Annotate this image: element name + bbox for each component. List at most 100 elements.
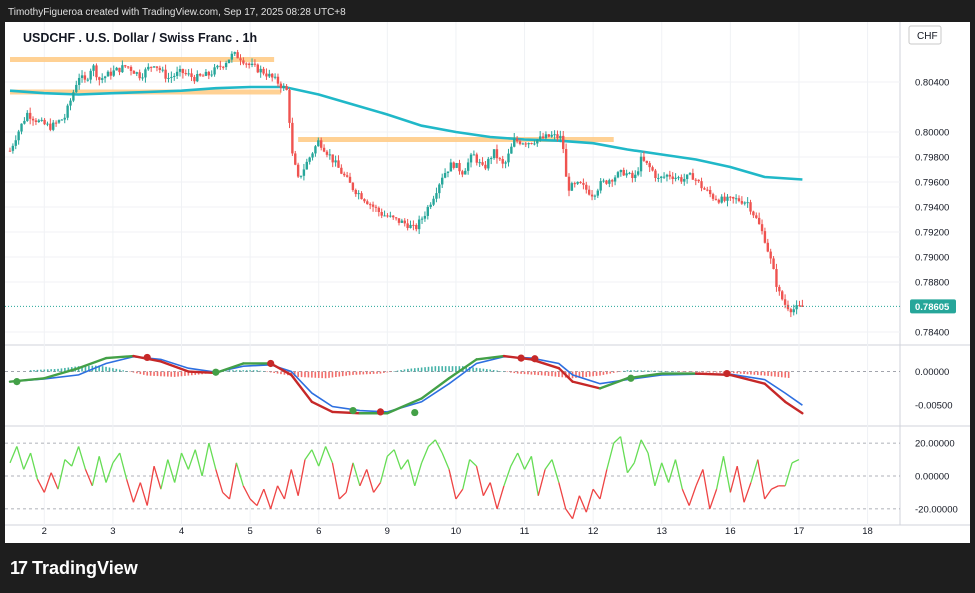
macd-line-segment[interactable] [557, 366, 574, 383]
candle-body[interactable] [371, 204, 375, 207]
candle-body[interactable] [732, 197, 735, 199]
candle-body[interactable] [400, 220, 404, 223]
osc-line-segment[interactable] [489, 482, 498, 510]
candle-body[interactable] [717, 199, 721, 203]
candle-body[interactable] [443, 173, 447, 178]
candle-body[interactable] [573, 183, 576, 185]
candle-body[interactable] [360, 193, 363, 200]
candle-body[interactable] [394, 217, 398, 219]
candle-body[interactable] [429, 204, 432, 207]
candle-body[interactable] [345, 175, 349, 177]
osc-line-segment[interactable] [187, 449, 196, 470]
osc-line-segment[interactable] [318, 446, 327, 467]
candle-body[interactable] [694, 179, 697, 181]
candle-body[interactable] [83, 75, 87, 80]
candle-body[interactable] [40, 119, 43, 121]
candle-body[interactable] [544, 134, 548, 139]
candle-body[interactable] [152, 66, 156, 68]
candle-body[interactable] [331, 154, 334, 163]
candle-body[interactable] [8, 150, 12, 152]
macd-line-segment[interactable] [386, 397, 423, 415]
candle-body[interactable] [144, 69, 147, 78]
macd-line-segment[interactable] [598, 377, 629, 390]
osc-line-segment[interactable] [633, 439, 642, 464]
candle-body[interactable] [190, 73, 193, 77]
candle-body[interactable] [124, 65, 127, 67]
candle-body[interactable] [115, 67, 118, 71]
candle-body[interactable] [57, 120, 61, 123]
osc-line-segment[interactable] [592, 488, 601, 500]
osc-line-segment[interactable] [674, 459, 683, 490]
candle-body[interactable] [43, 119, 46, 125]
candle-body[interactable] [256, 64, 259, 73]
candle-body[interactable] [366, 201, 369, 205]
candle-body[interactable] [700, 181, 703, 189]
candle-body[interactable] [167, 77, 170, 79]
candle-body[interactable] [210, 74, 213, 76]
candle-body[interactable] [798, 305, 801, 307]
candle-body[interactable] [216, 65, 219, 68]
candle-body[interactable] [247, 63, 251, 65]
candle-body[interactable] [106, 71, 110, 77]
macd-cross-marker[interactable] [212, 368, 220, 376]
candle-body[interactable] [77, 77, 81, 85]
osc-line-segment[interactable] [77, 446, 87, 470]
candle-body[interactable] [319, 140, 323, 148]
candle-body[interactable] [455, 163, 458, 168]
candle-body[interactable] [642, 156, 646, 161]
candle-body[interactable] [536, 139, 539, 144]
candle-body[interactable] [688, 173, 692, 175]
osc-line-segment[interactable] [654, 462, 663, 487]
candle-body[interactable] [645, 160, 648, 164]
candle-body[interactable] [72, 92, 75, 101]
macd-line-segment[interactable] [729, 373, 766, 385]
candle-body[interactable] [245, 63, 248, 65]
candle-body[interactable] [778, 286, 781, 292]
osc-line-segment[interactable] [496, 485, 505, 510]
candle-body[interactable] [513, 138, 516, 147]
candle-body[interactable] [789, 309, 793, 313]
candle-body[interactable] [222, 66, 225, 68]
candle-body[interactable] [755, 215, 758, 218]
candle-body[interactable] [415, 225, 418, 230]
candle-body[interactable] [622, 169, 625, 176]
osc-line-segment[interactable] [729, 465, 738, 493]
candle-body[interactable] [207, 71, 211, 76]
osc-line-segment[interactable] [393, 449, 402, 470]
candle-body[interactable] [683, 179, 686, 182]
osc-line-segment[interactable] [290, 469, 299, 496]
candle-body[interactable] [772, 258, 775, 270]
candle-body[interactable] [631, 172, 634, 179]
candle-body[interactable] [354, 189, 357, 195]
candle-body[interactable] [533, 143, 536, 145]
osc-line-segment[interactable] [455, 488, 464, 500]
candle-body[interactable] [550, 134, 553, 137]
candle-body[interactable] [475, 154, 478, 163]
osc-line-segment[interactable] [57, 459, 66, 490]
candle-body[interactable] [677, 177, 680, 179]
candle-body[interactable] [213, 67, 216, 75]
candle-body[interactable] [193, 76, 196, 82]
candle-body[interactable] [126, 66, 130, 68]
macd-line-segment[interactable] [784, 400, 804, 415]
candle-body[interactable] [69, 100, 72, 106]
candle-body[interactable] [132, 70, 136, 74]
candle-body[interactable] [714, 198, 718, 200]
brand-footer[interactable]: 17 TradingView [10, 558, 138, 579]
candle-body[interactable] [135, 72, 138, 74]
candle-body[interactable] [340, 167, 343, 174]
osc-line-segment[interactable] [750, 459, 759, 483]
osc-line-segment[interactable] [386, 449, 395, 457]
candle-body[interactable] [158, 67, 162, 71]
candle-body[interactable] [441, 177, 444, 185]
osc-line-segment[interactable] [530, 456, 539, 496]
osc-line-segment[interactable] [132, 482, 141, 503]
candle-body[interactable] [299, 175, 303, 177]
candle-body[interactable] [95, 65, 98, 78]
candle-body[interactable] [527, 143, 530, 145]
candle-body[interactable] [564, 149, 568, 177]
candle-body[interactable] [161, 69, 164, 71]
candle-body[interactable] [328, 154, 332, 156]
candle-body[interactable] [282, 86, 285, 89]
candle-body[interactable] [662, 176, 666, 178]
